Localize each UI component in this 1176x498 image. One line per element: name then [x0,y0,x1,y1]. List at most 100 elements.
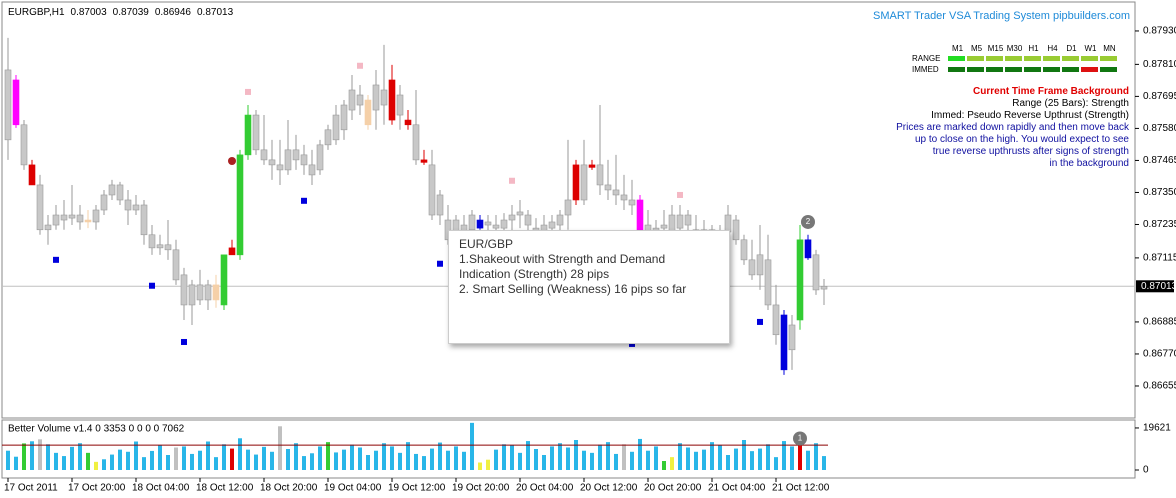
volume-bar [686,447,690,470]
volume-bar [270,451,274,470]
grid-header: M1 M5 M15 M30 H1 H4 D1 W1 MN [912,44,1119,53]
volume-bar [102,459,106,470]
volume-bar [542,455,546,470]
timeframe: M1 [951,44,964,53]
volume-bar [262,446,266,470]
volume-bar [294,443,298,470]
volume-bar [454,446,458,470]
volume-bar [614,453,618,470]
grid-cell [967,56,984,61]
tooltip-line: EUR/GBP [459,237,514,251]
candle-body [236,154,244,256]
candle-body [812,254,820,291]
candle-body [428,164,436,216]
candle-body [284,149,292,171]
candle-body [316,144,324,171]
description-line: in the background [1049,158,1129,169]
volume-bar [206,441,210,470]
y-tick-label: 0.86770 [1143,349,1176,360]
annotation-badge [801,214,815,229]
candle-body [260,149,268,161]
volume-bar [478,462,482,470]
volume-bar [494,449,498,470]
volume-bar [158,445,162,470]
candle-body [148,234,156,249]
grid-cell [948,67,965,72]
candle-body [220,254,228,306]
candle-body [124,199,132,211]
grid-cell [986,56,1003,61]
volume-title: Better Volume v1.4 0 3353 0 0 0 0 7062 [8,424,185,435]
timeframe: M30 [1006,44,1023,53]
volume-bar [774,457,778,470]
volume-bar [550,446,554,470]
current-price-label: 0.87013 [1141,281,1176,292]
volume-bar [558,443,562,470]
candle-body [684,214,692,226]
candle-body [84,219,92,223]
candle-body [20,124,28,166]
volume-bar [710,442,714,470]
price-panel [1,1,1136,419]
volume-bar [486,459,490,470]
timeframe: MN [1103,44,1116,53]
volume-bar [182,446,186,470]
volume-bar [414,453,418,470]
grid-cell [1043,56,1060,61]
candle-body [292,149,300,161]
signal-marker [149,282,155,289]
ohlc: 0.87003 [71,7,108,18]
candle-body [628,199,636,206]
volume-bar [646,450,650,470]
volume-bar [230,448,234,470]
candle-body [380,89,388,106]
volume-bar [310,453,314,470]
timeframe: H4 [1047,44,1058,53]
row-label: IMMED [912,65,939,74]
x-tick-label: 20 Oct 20:00 [644,483,702,494]
x-tick-label: 20 Oct 04:00 [516,483,574,494]
volume-bar [286,449,290,470]
volume-bar [198,450,202,470]
volume-bar [814,443,818,470]
site-title: SMART Trader VSA Trading System pipbuild… [873,10,1130,22]
volume-bar [22,443,26,470]
candle-body [340,104,348,131]
info-description: Prices are marked down rapidly and then … [780,122,1129,170]
candle-body [564,199,572,216]
y-tick-label: 0.87810 [1143,59,1176,70]
indicator-grid: M1 M5 M15 M30 H1 H4 D1 W1 MN RANGE IMMED [912,44,1119,75]
volume-bar [718,445,722,470]
candle-body [28,164,36,186]
candle-body [356,94,364,106]
candle-body [388,79,396,121]
volume-bar [430,448,434,470]
candle-body [772,304,780,336]
candle-body [484,221,492,226]
grid-cell [967,67,984,72]
volume-bar [638,438,642,470]
candle-body [52,214,60,226]
candle-body [92,209,100,223]
annotation-label: 2 [806,217,811,226]
volume-panel [1,419,1136,479]
volume-bar [118,449,122,470]
candle-body [44,224,52,231]
ohlc: 0.87039 [113,7,150,18]
volume-bar [254,454,258,470]
volume-bar [54,452,58,470]
signal-dot [228,156,236,165]
volume-bar [662,461,666,470]
tooltip-line: 2. Smart Selling (Weakness) 16 pips so f… [459,282,687,296]
x-tick-label: 18 Oct 04:00 [132,483,190,494]
candle-body [396,94,404,116]
signal-marker [509,177,515,184]
x-tick-label: 18 Oct 20:00 [260,483,318,494]
candle-body [508,214,516,221]
candle-body [732,219,740,241]
candle-body [132,204,140,211]
volume-bar [350,444,354,470]
tooltip-line: 1.Shakeout with Strength and Demand [459,252,666,266]
